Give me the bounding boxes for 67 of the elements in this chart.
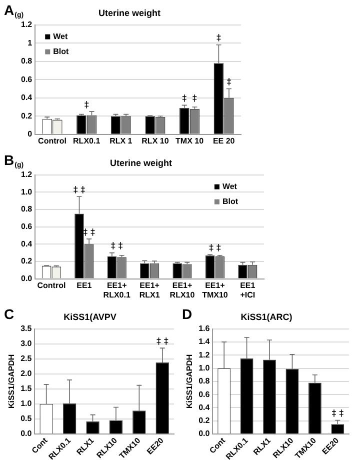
y-tick-label: 0.2 (20, 111, 33, 120)
annotation: ‡ ‡ (110, 242, 124, 252)
y-tick-label: 0.4 (20, 93, 33, 102)
y-tick-label: 2.0 (20, 369, 32, 378)
y-tick-label: 1.0 (20, 187, 33, 196)
y-tick-label: 3.5 (20, 324, 32, 334)
annotation: ‡ (84, 100, 90, 110)
x-tick-label: RLX 1 (110, 136, 133, 146)
legend-label: Wet (222, 182, 238, 192)
y-tick-label: 1.2 (20, 20, 33, 30)
y-tick-label: 1.2 (198, 350, 210, 360)
y-tick-label: 0.6 (20, 222, 33, 232)
y-tick-label: 0.0 (198, 429, 210, 438)
y-tick-label: 1.0 (198, 363, 210, 372)
y-tick-label: 0 (28, 130, 33, 139)
chart-title: Uterine weight (110, 158, 172, 168)
x-tick-label: RLX 10 (142, 136, 170, 146)
x-tick-label: RLX0.1 (73, 136, 101, 146)
chart-title: Uterine weight (98, 8, 161, 18)
x-tick-label: EE 20 (212, 136, 236, 146)
text: B (4, 152, 14, 168)
y-tick-label: 1.4 (198, 337, 210, 346)
chart-title: KiSS1(ARC) (240, 312, 292, 322)
y-axis-title: KiSS1/GAPDH (185, 354, 194, 409)
y-tick-label: 2.5 (20, 354, 32, 364)
y-tick-label: 0.2 (20, 256, 33, 266)
annotation: ‡ ‡ (332, 409, 344, 420)
annotation: ‡ ‡ (73, 185, 86, 196)
y-tick-label: 1.6 (198, 324, 210, 334)
y-tick-label: 1.0 (20, 399, 32, 408)
y-tick-label: 0.4 (20, 239, 33, 248)
y-tick-label: 0.8 (20, 204, 33, 214)
legend-label: Wet (53, 32, 68, 42)
x-tick-label: EE1 (76, 280, 92, 290)
y-tick-label: 3.0 (20, 339, 32, 348)
y-tick-label: 0.0 (20, 429, 32, 438)
x-tick-label: EE1+ RLX1 (139, 280, 160, 300)
chart-title: KiSS1(AVPV (64, 312, 116, 322)
text: A (4, 2, 14, 18)
legend-label: Blot (53, 47, 70, 56)
x-tick-label: EE1+ RLX0.1 (103, 280, 131, 300)
annotation: ‡ (216, 34, 222, 44)
y-tick-label: 1 (28, 38, 33, 48)
x-tick-label: EE1+ RLX10 (170, 280, 196, 300)
y-tick-label: 0.8 (20, 56, 33, 66)
legend-label: Blot (222, 197, 238, 206)
y-tick-label: 0.5 (20, 414, 32, 424)
annotation: ‡ ‡ (209, 243, 222, 254)
annotation: ‡ ‡ (156, 336, 169, 347)
annotation: ‡ ‡ (182, 94, 198, 104)
x-tick-label: TMX 10 (176, 136, 204, 146)
text: D (182, 306, 192, 322)
y-tick-label: 1.5 (20, 384, 32, 394)
y-tick-label: 0.6 (20, 74, 33, 84)
text: C (4, 306, 14, 322)
y-tick-label: 0.6 (198, 390, 210, 399)
y-tick-label: 0.8 (198, 376, 210, 386)
y-tick-label: 1.2 (20, 170, 33, 180)
y-tick-label: 0.2 (198, 416, 210, 426)
y-axis-title: KiSS1/GAPDH (7, 354, 16, 409)
x-tick-label: EE1 +ICI (240, 280, 256, 300)
annotation: ‡ (226, 78, 232, 88)
y-tick-label: 0.4 (198, 402, 210, 412)
x-tick-label: Control (37, 280, 66, 290)
x-tick-label: EE1+ TMX10 (202, 280, 228, 300)
y-tick-label: 0.0 (20, 274, 33, 284)
x-tick-label: Control (38, 136, 66, 146)
